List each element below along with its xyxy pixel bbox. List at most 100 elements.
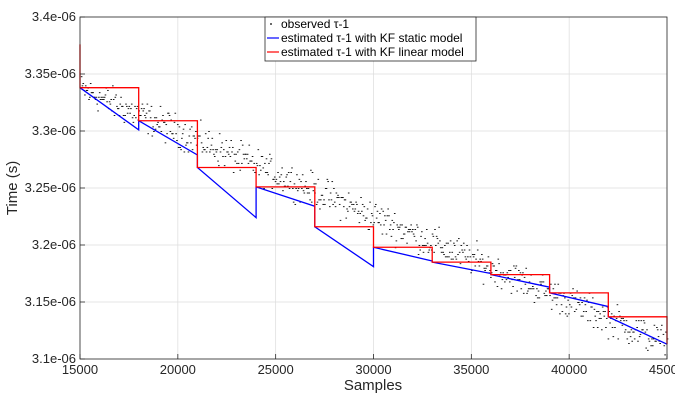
observed-point — [494, 281, 496, 283]
observed-point — [100, 96, 103, 98]
observed-point — [135, 117, 137, 119]
observed-point — [168, 115, 171, 116]
observed-point — [422, 251, 425, 253]
observed-point — [201, 151, 204, 153]
observed-point — [305, 188, 308, 189]
observed-point — [148, 110, 150, 112]
observed-point — [210, 144, 213, 146]
observed-point — [217, 160, 219, 162]
observed-point — [592, 327, 595, 328]
observed-point — [390, 235, 393, 237]
observed-point — [319, 199, 322, 201]
observed-point — [117, 108, 120, 110]
observed-point — [186, 142, 189, 144]
observed-point — [209, 151, 211, 153]
observed-point — [250, 160, 252, 162]
observed-point — [573, 311, 576, 313]
observed-point — [99, 99, 102, 100]
observed-point — [491, 263, 494, 265]
observed-point — [300, 181, 302, 183]
observed-point — [141, 103, 144, 105]
observed-point — [636, 327, 638, 328]
observed-point — [251, 156, 254, 157]
observed-point — [489, 270, 491, 271]
observed-point — [506, 272, 509, 274]
observed-point — [536, 297, 539, 299]
observed-point — [648, 340, 651, 342]
observed-point — [516, 290, 518, 292]
observed-point — [109, 103, 112, 105]
observed-point — [90, 92, 93, 94]
observed-point — [255, 162, 258, 164]
observed-point — [266, 172, 269, 173]
observed-point — [631, 340, 634, 342]
observed-point — [561, 311, 564, 313]
observed-point — [527, 290, 529, 292]
observed-point — [633, 331, 635, 333]
observed-point — [482, 283, 485, 285]
observed-point — [593, 308, 596, 310]
observed-point — [656, 329, 659, 331]
observed-point — [582, 311, 585, 313]
observed-point — [462, 242, 465, 244]
observed-point — [448, 251, 451, 253]
observed-point — [144, 117, 147, 119]
x-tick-label: 40000 — [551, 362, 587, 377]
observed-point — [412, 233, 415, 235]
observed-point — [662, 333, 665, 335]
observed-point — [163, 121, 166, 123]
observed-point — [512, 286, 514, 287]
observed-point — [663, 345, 666, 347]
observed-point — [483, 267, 486, 269]
observed-point — [417, 254, 420, 256]
observed-point — [642, 329, 644, 331]
observed-point — [293, 183, 296, 185]
observed-point — [154, 128, 157, 130]
observed-point — [307, 188, 310, 189]
observed-point — [98, 92, 101, 94]
observed-point — [279, 181, 282, 183]
observed-point — [601, 329, 603, 331]
observed-point — [114, 96, 117, 98]
observed-point — [615, 317, 618, 319]
observed-point — [302, 190, 305, 192]
observed-point — [303, 192, 306, 194]
observed-point — [316, 201, 319, 203]
observed-point — [579, 297, 582, 299]
observed-point — [604, 311, 606, 313]
observed-point — [326, 178, 329, 180]
observed-point — [232, 172, 235, 173]
observed-point — [192, 135, 195, 137]
observed-point — [264, 162, 266, 164]
observed-point — [184, 124, 186, 126]
observed-point — [610, 313, 613, 315]
observed-point — [476, 249, 479, 251]
observed-point — [324, 203, 326, 205]
x-tick-label: 20000 — [160, 362, 196, 377]
observed-point — [108, 101, 111, 103]
observed-point — [531, 288, 533, 290]
x-axis-label: Samples — [344, 377, 402, 394]
observed-point — [204, 133, 207, 135]
observed-point — [457, 254, 459, 256]
observed-point — [273, 176, 276, 178]
observed-point — [104, 94, 107, 96]
observed-point — [582, 315, 584, 317]
observed-point — [553, 297, 555, 299]
observed-point — [436, 238, 439, 240]
observed-point — [659, 343, 661, 344]
observed-point — [212, 149, 214, 151]
observed-point — [229, 156, 232, 157]
observed-point — [330, 199, 333, 201]
observed-point — [508, 281, 511, 283]
observed-point — [619, 320, 622, 322]
observed-point — [116, 108, 119, 110]
observed-point — [441, 247, 444, 249]
observed-point — [262, 167, 265, 169]
observed-point — [290, 172, 292, 173]
observed-point — [328, 199, 330, 201]
observed-point — [450, 258, 453, 260]
observed-point — [641, 329, 643, 331]
observed-point — [342, 197, 344, 199]
legend-label-linear: estimated τ-1 with KF linear model — [281, 45, 464, 59]
